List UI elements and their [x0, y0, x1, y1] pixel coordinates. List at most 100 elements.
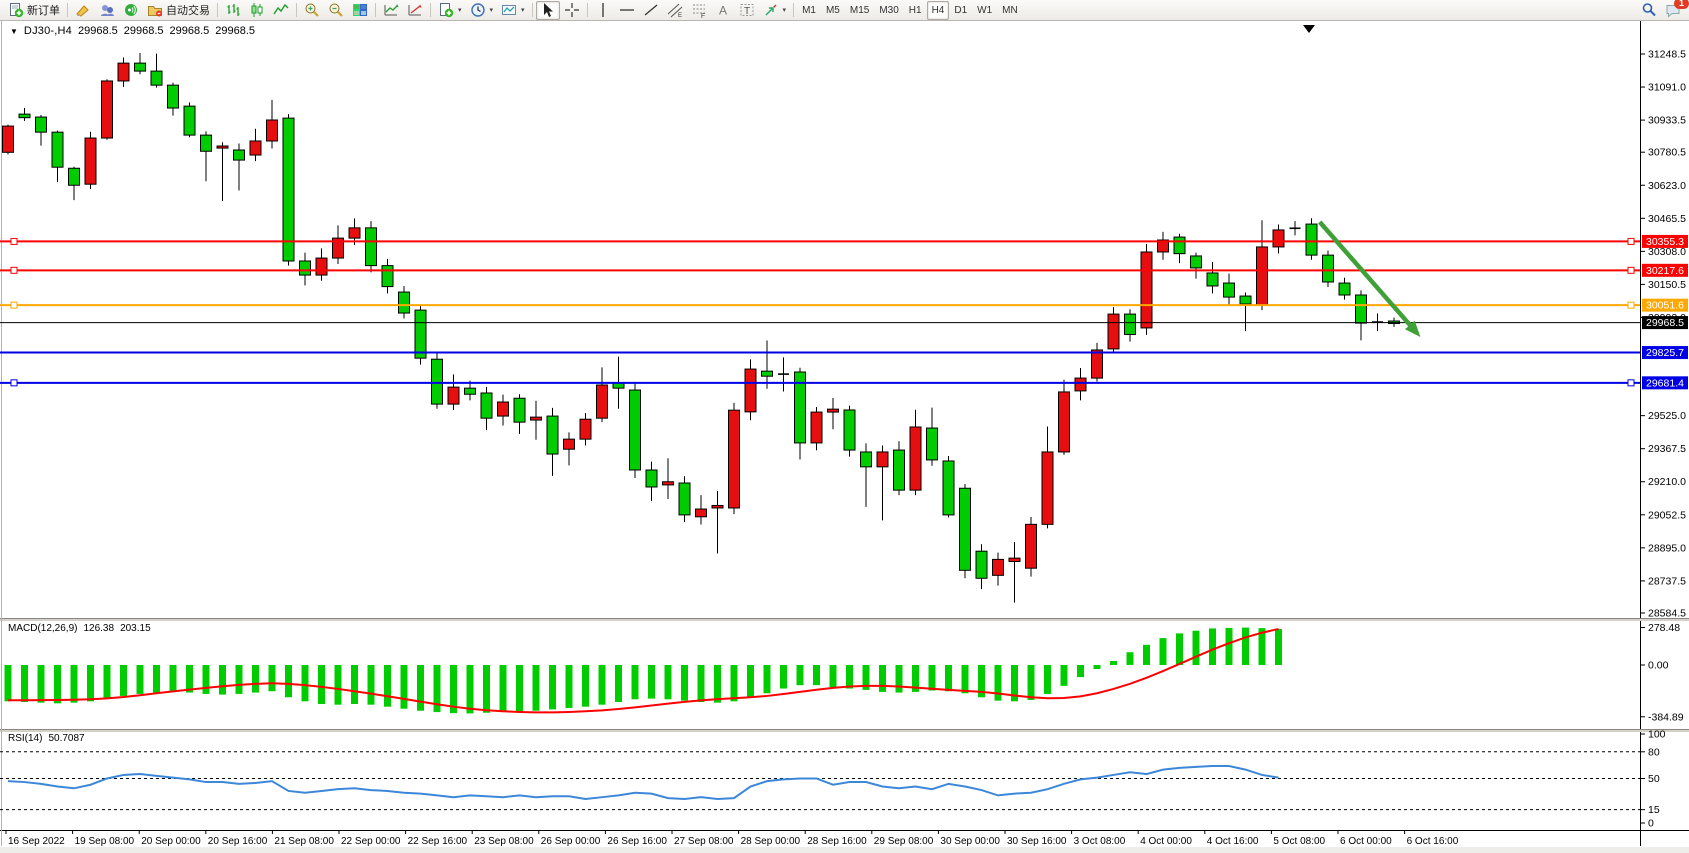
- hline-tool-button[interactable]: [615, 1, 639, 20]
- price-axis-label: 30465.5: [1648, 213, 1686, 225]
- search-icon: [1641, 2, 1657, 18]
- chart-shift-marker[interactable]: [1303, 25, 1315, 33]
- search-button[interactable]: [1637, 1, 1661, 20]
- price-axis-label: 28737.5: [1648, 575, 1686, 587]
- text-tool-button[interactable]: A: [711, 1, 735, 20]
- macd-histogram-bar: [400, 665, 408, 709]
- line-handle[interactable]: [1627, 379, 1635, 387]
- tile-windows-button[interactable]: [348, 1, 372, 20]
- cursor-tool-button[interactable]: [535, 0, 560, 20]
- dropdown-caret: ▾: [782, 7, 787, 14]
- candle: [2, 124, 14, 155]
- candle: [249, 128, 262, 162]
- chat-button[interactable]: 1: [1661, 0, 1689, 20]
- collapse-ohlc-icon[interactable]: ▼: [10, 26, 18, 36]
- candle: [381, 258, 394, 294]
- time-axis-label: 4 Oct 16:00: [1207, 836, 1259, 847]
- pane-splitter[interactable]: [0, 618, 1689, 621]
- candlestick-button[interactable]: [245, 1, 269, 20]
- label-tool-button[interactable]: T: [735, 1, 759, 20]
- timeframe-button-h4[interactable]: H4: [926, 0, 950, 20]
- macd-histogram-bar: [1027, 665, 1035, 700]
- new-chart-button[interactable]: ▾: [434, 1, 466, 20]
- candlestick-icon: [249, 2, 265, 18]
- macd-histogram-bar: [532, 665, 540, 711]
- timeframe-button-m1[interactable]: M1: [802, 4, 816, 16]
- macd-signal-value: 203.15: [120, 623, 151, 634]
- trend-arrow-head[interactable]: [1404, 320, 1421, 337]
- macd-histogram-bar: [829, 665, 837, 688]
- candle: [68, 166, 80, 201]
- dropdown-caret: ▾: [458, 7, 462, 14]
- fibonacci-tool-button[interactable]: F: [687, 1, 711, 20]
- marker-button[interactable]: [71, 1, 95, 20]
- timeframe-button-h1[interactable]: H1: [908, 4, 922, 16]
- line-chart-button[interactable]: [269, 1, 293, 20]
- candle: [18, 107, 31, 121]
- trend-arrow[interactable]: [1318, 220, 1416, 331]
- timeframe-button-w1[interactable]: W1: [977, 4, 993, 16]
- timeframe-button-m5[interactable]: M5: [825, 4, 840, 16]
- price-axis-label: 30933.5: [1648, 115, 1686, 127]
- macd-histogram-bar: [978, 665, 985, 698]
- time-axis-label: 6 Oct 16:00: [1407, 836, 1459, 847]
- zoom-in-button[interactable]: [300, 1, 324, 20]
- macd-name: MACD(12,26,9): [8, 623, 78, 634]
- macd-histogram-bar: [268, 665, 276, 692]
- price-tag-label: 29681.4: [1646, 377, 1684, 389]
- time-axis-label: 27 Sep 08:00: [674, 836, 734, 847]
- line-handle[interactable]: [10, 237, 18, 245]
- community-icon: [99, 2, 115, 18]
- bar-chart-button[interactable]: [221, 1, 245, 20]
- candle: [1074, 368, 1087, 401]
- macd-histogram-bar: [433, 665, 441, 713]
- timeframe-button-d1[interactable]: D1: [954, 4, 968, 16]
- chart-canvas[interactable]: 31248.5 31091.0 30933.5 30780.5 30623.0 30465…: [0, 21, 1689, 853]
- trendline-tool-button[interactable]: [639, 1, 663, 20]
- crosshair-tool-button[interactable]: [560, 1, 584, 20]
- indicators-button[interactable]: [379, 1, 403, 20]
- candle: [546, 407, 559, 476]
- macd-histogram-bar: [285, 665, 292, 698]
- macd-histogram-bar: [37, 665, 45, 703]
- objects-list-button[interactable]: [403, 1, 427, 20]
- candle: [728, 402, 740, 515]
- rsi-label: RSI(14) 50.7087: [8, 733, 85, 744]
- macd-histogram-bar: [697, 665, 705, 702]
- svg-text:F: F: [701, 13, 705, 18]
- timeframe-button-mn[interactable]: MN: [1002, 4, 1018, 16]
- line-handle[interactable]: [10, 266, 18, 274]
- timeframe-button-m15[interactable]: M15: [849, 4, 870, 16]
- candle: [761, 340, 773, 389]
- rsi-axis-label: 15: [1648, 804, 1660, 816]
- timeframe-button-m30[interactable]: M30: [879, 4, 899, 16]
- candle: [744, 359, 757, 421]
- channel-tool-button[interactable]: E: [663, 1, 687, 20]
- line-handle[interactable]: [1627, 266, 1635, 274]
- arrows-tool-button[interactable]: ▾: [759, 1, 791, 20]
- rsi-axis-label: 80: [1648, 746, 1660, 758]
- vline-tool-button[interactable]: [591, 1, 615, 20]
- candle: [1140, 244, 1153, 335]
- pane-splitter[interactable]: [0, 729, 1689, 732]
- candle: [926, 407, 938, 466]
- autotrade-button[interactable]: 自动交易: [143, 1, 214, 20]
- equidistant-channel-icon: E: [667, 2, 683, 18]
- line-handle[interactable]: [1627, 301, 1635, 309]
- line-handle[interactable]: [10, 379, 18, 387]
- candle: [893, 441, 905, 496]
- macd-histogram-bar: [367, 665, 375, 705]
- signals-button[interactable]: [119, 1, 143, 20]
- line-handle[interactable]: [10, 301, 18, 309]
- template-button[interactable]: ▾: [497, 1, 529, 20]
- new-order-button[interactable]: 新订单: [4, 1, 64, 20]
- chart-title: ▼ DJ30-,H4 29968.5 29968.5 29968.5 29968…: [10, 25, 255, 37]
- community-button[interactable]: [95, 1, 119, 20]
- macd-histogram-bar: [615, 665, 622, 702]
- price-tag: [1642, 376, 1688, 390]
- zoom-out-button[interactable]: [324, 1, 348, 20]
- macd-histogram-bar: [598, 665, 606, 705]
- line-handle[interactable]: [1627, 237, 1635, 245]
- candle: [150, 53, 163, 88]
- period-button[interactable]: ▾: [466, 1, 498, 20]
